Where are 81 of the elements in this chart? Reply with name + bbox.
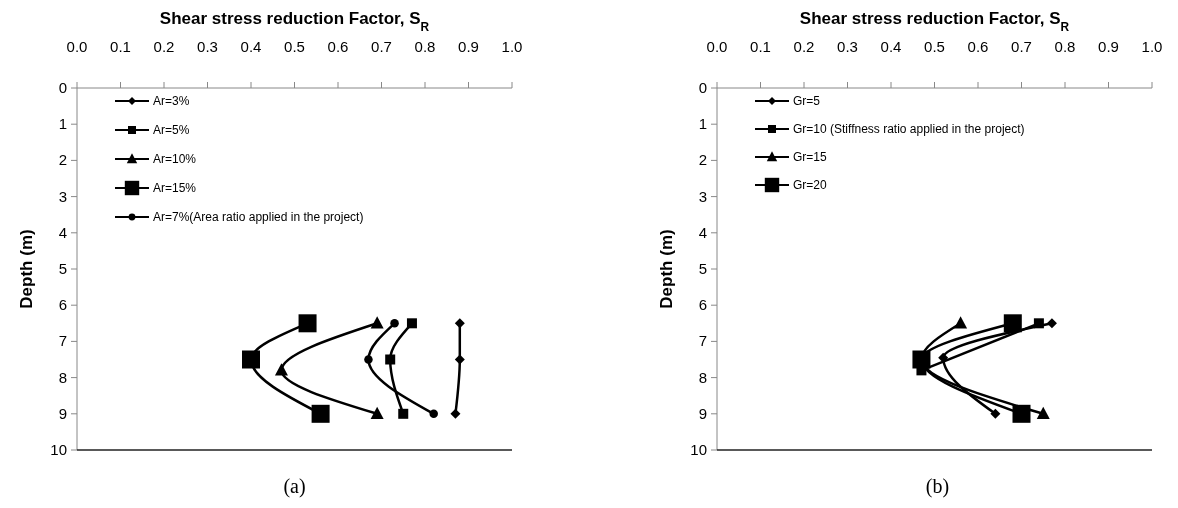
- legend-label: Gr=5: [793, 94, 821, 108]
- x-tick-label: 0.9: [458, 38, 479, 55]
- point: [1012, 404, 1031, 423]
- y-tick-label: 3: [698, 187, 707, 205]
- point: [298, 314, 317, 333]
- x-tick-label: 0.8: [414, 38, 436, 55]
- y-tick-label: 2: [58, 151, 67, 169]
- y-tick-label: 4: [58, 223, 67, 241]
- x-tick-label: 0.2: [793, 38, 815, 55]
- y-tick-label: 6: [698, 296, 707, 314]
- legend-label: Gr=10 (Stiffness ratio applied in the project): [793, 122, 1025, 136]
- x-tick-label: 0.3: [837, 38, 858, 55]
- legend-label: Gr=15: [793, 150, 828, 164]
- x-tick-label: 0.5: [924, 38, 945, 55]
- point: [370, 406, 384, 419]
- y-tick-label: 7: [58, 332, 67, 350]
- y-tick-label: 10: [50, 441, 67, 458]
- x-tick-label: 1.0: [1141, 38, 1163, 55]
- point: [311, 404, 330, 423]
- x-axis-title: Shear stress reduction Factor, S$_{R}$: [159, 9, 430, 34]
- point: [1003, 314, 1022, 333]
- y-tick-label: 7: [698, 332, 707, 350]
- y-tick-label: 8: [58, 368, 67, 386]
- x-tick-label: 0.2: [153, 38, 175, 55]
- y-tick-label: 9: [698, 404, 707, 422]
- x-tick-label: 0.8: [1054, 38, 1076, 55]
- legend-label: Ar=3%: [153, 94, 190, 108]
- legend-label: Gr=20: [793, 178, 828, 192]
- y-tick-label: 5: [698, 260, 707, 277]
- x-tick-label: 0.4: [880, 38, 902, 55]
- y-tick-label: 0: [58, 79, 67, 96]
- x-tick-label: 0.7: [1011, 38, 1032, 55]
- point: [1033, 318, 1044, 329]
- y-tick-label: 9: [58, 404, 67, 422]
- point: [990, 408, 1001, 419]
- y-tick-label: 3: [58, 187, 67, 205]
- x-tick-label: 0.7: [371, 38, 392, 55]
- x-axis-title: Shear stress reduction Factor, S$_{R}$: [799, 9, 1070, 34]
- y-axis-title: Depth (m): [17, 229, 36, 309]
- point: [954, 316, 968, 329]
- point: [242, 350, 260, 369]
- y-tick-label: 4: [698, 223, 707, 241]
- y-tick-label: 1: [58, 115, 67, 133]
- point: [429, 409, 438, 419]
- point: [390, 319, 399, 328]
- legend-label: Ar=5%: [153, 123, 190, 137]
- legend-label: Ar=15%: [153, 181, 197, 195]
- y-tick-label: 8: [698, 368, 707, 386]
- text: (b): [925, 475, 950, 498]
- point: [274, 363, 288, 376]
- y-tick-label: 0: [698, 79, 707, 96]
- point: [364, 355, 373, 364]
- point: [398, 408, 409, 419]
- point: [454, 318, 465, 329]
- y-tick-label: 6: [58, 296, 67, 314]
- x-tick-label: 0.4: [240, 38, 262, 55]
- point: [1046, 318, 1057, 329]
- x-tick-label: 0.6: [967, 38, 989, 55]
- legend-label: Ar=7%(Area ratio applied in the project): [153, 210, 364, 224]
- point: [370, 316, 384, 329]
- x-tick-label: 0.9: [1098, 38, 1119, 55]
- legend-label: Ar=10%: [153, 152, 197, 166]
- point: [406, 318, 417, 329]
- y-tick-label: 2: [698, 151, 707, 169]
- y-tick-label: 10: [690, 441, 707, 458]
- x-tick-label: 0.0: [706, 38, 728, 55]
- x-tick-label: 1.0: [501, 38, 523, 55]
- text: (a): [283, 475, 306, 498]
- x-tick-label: 0.5: [284, 38, 305, 55]
- point: [450, 408, 461, 419]
- y-tick-label: 5: [58, 260, 67, 277]
- x-tick-label: 0.6: [327, 38, 349, 55]
- point: [454, 354, 465, 365]
- x-tick-label: 0.1: [110, 38, 131, 55]
- y-axis-title: Depth (m): [657, 229, 676, 309]
- point: [1036, 406, 1050, 419]
- x-tick-label: 0.3: [197, 38, 218, 55]
- x-tick-label: 0.0: [66, 38, 88, 55]
- point: [385, 354, 396, 365]
- y-tick-label: 1: [698, 115, 707, 133]
- x-tick-label: 0.1: [750, 38, 771, 55]
